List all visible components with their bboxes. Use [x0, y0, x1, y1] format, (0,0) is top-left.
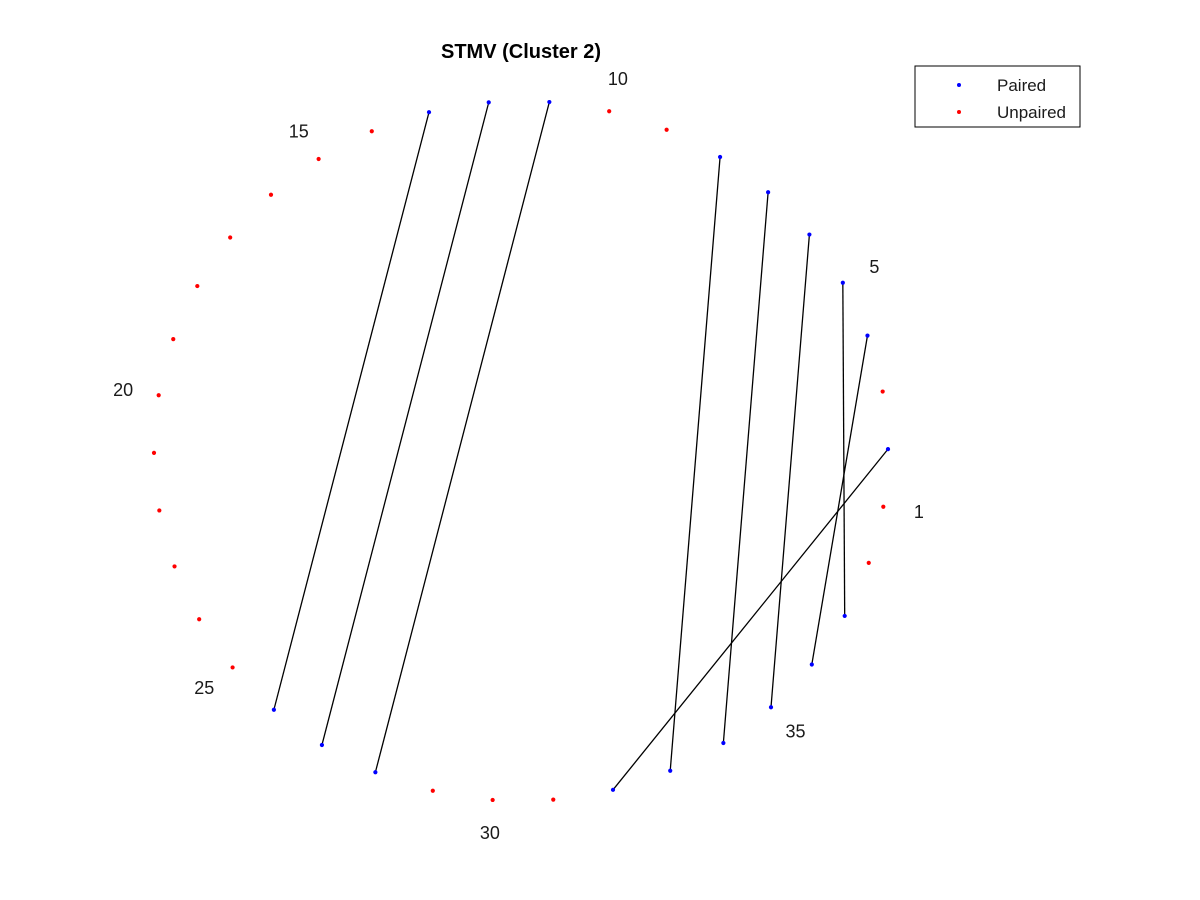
unpaired-point-22: [157, 508, 162, 513]
legend: Paired Unpaired: [914, 65, 1081, 128]
unpaired-point-20: [156, 393, 161, 398]
index-label-1: 1: [914, 502, 924, 522]
legend-marker-unpaired: [957, 110, 961, 114]
index-label-25: 25: [194, 678, 214, 698]
unpaired-point-38: [866, 560, 871, 565]
unpaired-point-23: [172, 564, 177, 569]
bond-13-26: [273, 112, 430, 710]
legend-label-paired: Paired: [997, 76, 1046, 95]
paired-point-7: [766, 190, 771, 195]
index-label-20: 20: [113, 380, 133, 400]
paired-point-6: [807, 232, 812, 237]
legend-label-unpaired: Unpaired: [997, 103, 1066, 122]
paired-point-34: [721, 740, 726, 746]
unpaired-point-10: [607, 109, 612, 114]
index-label-35: 35: [786, 721, 806, 741]
unpaired-point-31: [551, 797, 556, 802]
unpaired-point-21: [151, 450, 157, 455]
paired-point-28: [373, 770, 378, 775]
unpaired-point-18: [195, 283, 200, 289]
bond-7-34: [722, 192, 769, 744]
bond-11-28: [374, 101, 550, 773]
paired-point-4: [865, 333, 870, 338]
bond-2-32: [612, 448, 889, 791]
bond-6-35: [770, 234, 811, 708]
paired-point-5: [840, 280, 845, 285]
unpaired-point-25: [230, 665, 235, 670]
unpaired-point-9: [664, 127, 669, 132]
paired-point-13: [426, 110, 432, 115]
bond-5-37: [842, 282, 846, 616]
index-label-5: 5: [869, 257, 879, 277]
unpaired-point-29: [430, 788, 435, 793]
legend-marker-paired: [957, 83, 961, 87]
nucleotide-points: [151, 99, 891, 803]
unpaired-point-1: [881, 504, 886, 509]
legend-box: [914, 65, 1081, 128]
unpaired-point-24: [197, 617, 202, 622]
bond-8-33: [669, 156, 721, 771]
bond-12-27: [321, 102, 490, 746]
paired-point-27: [319, 742, 325, 748]
paired-point-11: [547, 99, 552, 105]
paired-point-37: [842, 613, 847, 619]
bond-4-36: [811, 335, 869, 665]
chart-title: STMV (Cluster 2): [441, 41, 601, 63]
paired-point-32: [610, 787, 616, 792]
paired-point-8: [717, 154, 723, 160]
unpaired-point-17: [228, 235, 233, 240]
paired-point-26: [271, 707, 276, 712]
unpaired-point-19: [171, 337, 176, 342]
paired-point-33: [668, 768, 673, 773]
index-label-10: 10: [608, 69, 628, 89]
paired-point-2: [885, 447, 891, 452]
paired-point-12: [486, 100, 491, 105]
index-label-15: 15: [289, 121, 309, 141]
unpaired-point-15: [316, 156, 321, 162]
unpaired-point-14: [369, 129, 374, 134]
paired-point-36: [809, 662, 814, 667]
unpaired-point-16: [268, 192, 274, 197]
unpaired-point-30: [490, 797, 495, 803]
unpaired-point-3: [880, 389, 885, 394]
index-label-30: 30: [480, 823, 500, 843]
base-pair-bonds: [273, 101, 889, 791]
paired-point-35: [768, 705, 774, 710]
